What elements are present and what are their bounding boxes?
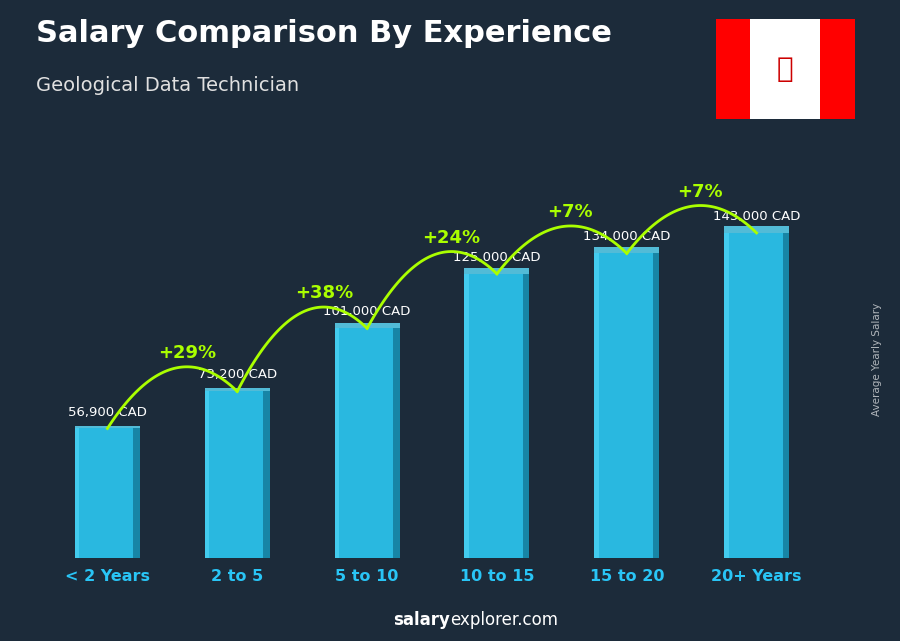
Bar xyxy=(724,233,729,558)
Bar xyxy=(464,274,529,558)
Bar xyxy=(783,233,789,558)
Bar xyxy=(594,247,659,253)
Text: +38%: +38% xyxy=(294,285,353,303)
Bar xyxy=(393,328,400,558)
Text: explorer.com: explorer.com xyxy=(450,612,558,629)
Bar xyxy=(205,388,270,392)
Text: Salary Comparison By Experience: Salary Comparison By Experience xyxy=(36,19,612,48)
Text: +29%: +29% xyxy=(158,344,217,362)
Bar xyxy=(724,233,789,558)
Text: 125,000 CAD: 125,000 CAD xyxy=(454,251,541,264)
Bar xyxy=(205,392,210,558)
Text: Geological Data Technician: Geological Data Technician xyxy=(36,76,299,95)
Bar xyxy=(523,274,529,558)
Bar xyxy=(464,274,469,558)
Text: +7%: +7% xyxy=(547,203,593,221)
Bar xyxy=(652,253,659,558)
Bar xyxy=(75,428,79,558)
Text: +24%: +24% xyxy=(422,229,480,247)
Text: 134,000 CAD: 134,000 CAD xyxy=(583,230,670,244)
Bar xyxy=(464,267,529,274)
Bar xyxy=(335,323,400,328)
Bar xyxy=(594,253,598,558)
Text: 143,000 CAD: 143,000 CAD xyxy=(713,210,800,223)
Bar xyxy=(263,392,270,558)
Bar xyxy=(133,428,140,558)
Text: 101,000 CAD: 101,000 CAD xyxy=(323,305,410,319)
Bar xyxy=(205,392,270,558)
Bar xyxy=(75,428,140,558)
Text: +7%: +7% xyxy=(678,183,723,201)
Text: 73,200 CAD: 73,200 CAD xyxy=(198,369,277,381)
Text: 56,900 CAD: 56,900 CAD xyxy=(68,406,147,419)
Bar xyxy=(820,19,855,119)
Bar xyxy=(335,328,400,558)
Bar xyxy=(335,328,339,558)
Text: 🍁: 🍁 xyxy=(777,55,794,83)
Bar xyxy=(716,19,751,119)
Bar xyxy=(75,426,140,428)
Bar xyxy=(724,226,789,233)
Text: Average Yearly Salary: Average Yearly Salary xyxy=(872,303,883,415)
Text: salary: salary xyxy=(393,612,450,629)
Bar xyxy=(594,253,659,558)
